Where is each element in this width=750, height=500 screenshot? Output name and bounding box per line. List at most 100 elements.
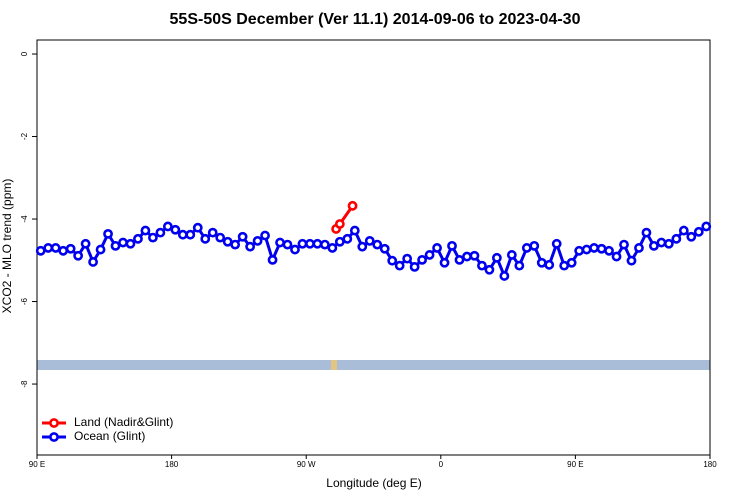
point	[574, 245, 585, 256]
point	[260, 230, 270, 241]
x-axis-label: Longitude (deg E)	[326, 476, 421, 490]
point	[402, 253, 413, 264]
point	[686, 231, 697, 242]
legend-marker	[49, 432, 59, 442]
point	[626, 255, 637, 266]
x-tick-label: 0	[439, 460, 444, 469]
point	[394, 260, 405, 271]
point	[566, 257, 577, 268]
point	[282, 239, 293, 250]
point	[649, 240, 659, 251]
point	[110, 240, 121, 251]
point	[192, 222, 203, 233]
point	[372, 239, 383, 250]
land-mask	[331, 360, 337, 370]
point	[641, 227, 652, 238]
point	[43, 243, 54, 253]
point	[477, 260, 487, 271]
legend-label: Ocean (Glint)	[74, 429, 145, 443]
point	[177, 229, 188, 240]
point	[297, 238, 308, 249]
x-tick-label: 90 W	[297, 460, 316, 469]
point	[417, 254, 428, 265]
point	[347, 200, 358, 211]
point	[58, 245, 69, 256]
point	[185, 229, 196, 240]
legend-marker	[49, 418, 59, 428]
point	[536, 257, 547, 268]
point	[73, 250, 84, 261]
point	[656, 237, 667, 248]
point	[439, 257, 450, 268]
point	[319, 239, 330, 250]
point	[559, 260, 570, 271]
point	[701, 221, 712, 232]
point	[50, 243, 61, 253]
plot-frame	[36, 39, 711, 456]
point	[88, 257, 98, 267]
point	[589, 243, 599, 253]
point	[200, 233, 211, 244]
point	[424, 250, 435, 260]
point	[678, 225, 689, 236]
point	[290, 244, 300, 255]
point	[619, 239, 629, 250]
point	[521, 243, 532, 253]
y-axis-label: XCO2 - MLO trend (ppm)	[0, 179, 14, 314]
y-tick-label: -8	[20, 380, 29, 388]
point	[634, 243, 644, 253]
point	[125, 238, 136, 249]
point	[596, 243, 607, 254]
y-tick-label: -2	[20, 132, 29, 140]
point	[140, 225, 151, 236]
point	[207, 227, 218, 238]
point	[364, 235, 375, 246]
point	[611, 251, 622, 262]
point	[447, 240, 457, 251]
point	[499, 271, 510, 281]
point	[663, 238, 674, 249]
point	[334, 219, 345, 229]
point	[529, 240, 540, 251]
point	[506, 250, 517, 260]
point	[454, 254, 465, 265]
point	[484, 264, 495, 275]
point	[469, 250, 480, 261]
point	[267, 254, 278, 265]
y-tick-label: -4	[20, 215, 29, 223]
point	[65, 243, 76, 254]
point	[312, 238, 323, 249]
point	[551, 238, 562, 249]
point	[155, 227, 166, 238]
point	[462, 251, 472, 262]
point	[118, 237, 128, 248]
point	[387, 255, 398, 266]
point	[252, 235, 263, 246]
point	[357, 241, 368, 252]
point	[133, 233, 143, 244]
point	[95, 244, 106, 255]
surface-band	[37, 360, 710, 370]
point	[80, 238, 91, 249]
point	[693, 226, 704, 237]
point	[349, 225, 360, 236]
point	[275, 237, 285, 248]
point	[544, 259, 555, 270]
point	[409, 261, 420, 272]
point	[514, 260, 525, 271]
point	[148, 232, 158, 243]
point	[327, 243, 338, 253]
x-tick-label: 180	[165, 460, 179, 469]
point	[103, 228, 113, 239]
x-tick-label: 90 E	[567, 460, 583, 469]
point	[245, 241, 256, 252]
point	[305, 238, 315, 249]
x-tick-label: 90 E	[29, 460, 45, 469]
y-tick-label: -6	[20, 297, 29, 305]
point	[230, 239, 241, 250]
point	[581, 244, 592, 255]
point	[432, 243, 442, 253]
point	[215, 232, 226, 243]
point	[162, 221, 173, 232]
